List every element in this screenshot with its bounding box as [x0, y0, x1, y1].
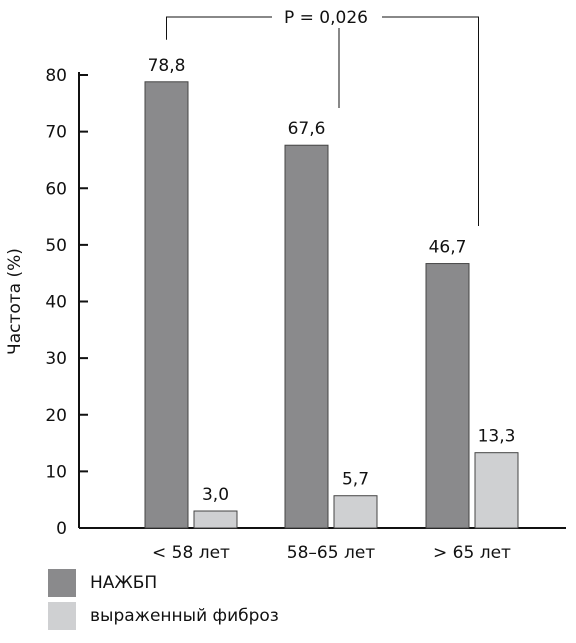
- x-tick-label: 58–65 лет: [287, 543, 375, 563]
- significance-bracket-right: [382, 16, 479, 226]
- data-label: 3,0: [202, 485, 229, 505]
- legend-label-fibrosis: выраженный фиброз: [90, 606, 279, 626]
- bar-nafld-2: [425, 263, 470, 529]
- legend-item-nafld: НАЖБП: [48, 569, 157, 597]
- data-label: 5,7: [342, 470, 369, 490]
- y-tick-label: 50: [45, 236, 67, 256]
- bar-fibrosis-2: [474, 452, 519, 529]
- significance-bracket-left: [166, 16, 272, 40]
- bar-fibrosis-1: [333, 495, 378, 529]
- y-tick-label: 80: [45, 66, 67, 86]
- legend-label-nafld: НАЖБП: [90, 573, 158, 593]
- y-tick-label: 70: [45, 123, 67, 143]
- y-tick-label: 20: [45, 406, 67, 426]
- y-tick-label: 30: [45, 349, 67, 369]
- y-tick-label: 10: [45, 462, 67, 482]
- y-tick-label: 40: [45, 293, 67, 313]
- data-label: 13,3: [478, 427, 516, 447]
- y-axis-title: Частота (%): [5, 248, 25, 355]
- bar-nafld-0: [144, 81, 189, 529]
- data-label: 67,6: [288, 119, 326, 139]
- x-tick-label: > 65 лет: [433, 543, 511, 563]
- y-tick-label: 0: [56, 519, 67, 539]
- bar-fibrosis-0: [193, 510, 238, 529]
- legend-item-fibrosis: выраженный фиброз: [48, 602, 279, 630]
- legend-swatch-nafld: [48, 569, 76, 597]
- data-label: 46,7: [429, 238, 467, 258]
- data-label: 78,8: [148, 56, 186, 76]
- legend-swatch-fibrosis: [48, 602, 76, 630]
- y-tick-label: 60: [45, 179, 67, 199]
- p-value-annotation: P = 0,026: [284, 8, 368, 28]
- bar-nafld-1: [284, 144, 329, 529]
- x-tick-label: < 58 лет: [152, 543, 230, 563]
